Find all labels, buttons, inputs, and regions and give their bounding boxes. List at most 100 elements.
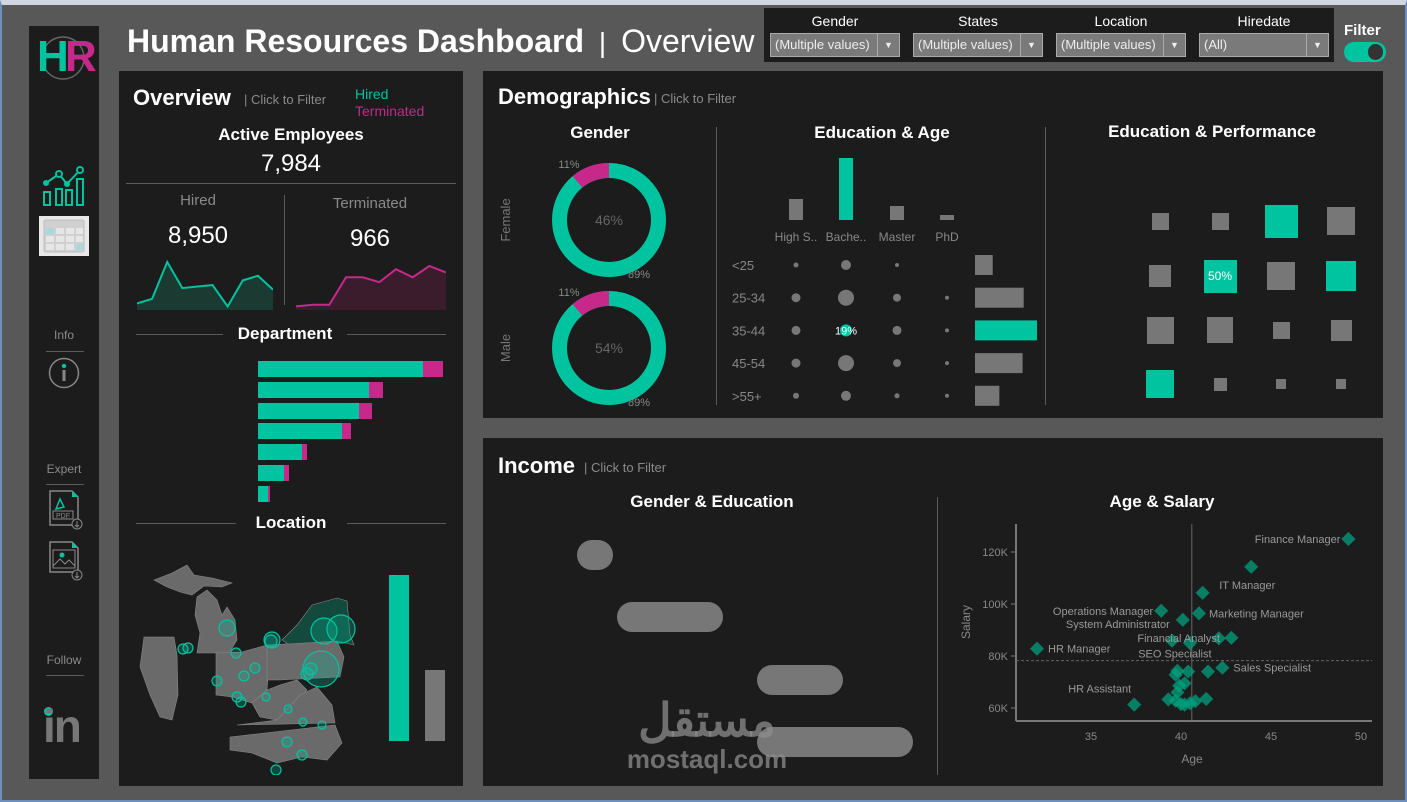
performance-square[interactable] [1272, 321, 1290, 339]
income-range-pill[interactable] [617, 602, 723, 633]
donut-terminated-segment[interactable] [572, 291, 610, 316]
gender-donut-male[interactable]: 54% 11% 89% Male [498, 287, 666, 409]
performance-square[interactable] [1151, 212, 1169, 230]
department-hired-bar[interactable] [258, 402, 360, 419]
performance-square[interactable] [1146, 370, 1174, 398]
education-age-bubble[interactable] [945, 328, 949, 333]
education-age-bubble[interactable] [893, 293, 901, 302]
performance-square[interactable] [1327, 207, 1355, 235]
department-terminated-bar[interactable] [284, 465, 290, 481]
overview-title[interactable]: Overview [133, 85, 231, 110]
legend-hired[interactable]: Hired [355, 86, 389, 102]
performance-square[interactable] [1326, 261, 1356, 291]
scatter-point[interactable] [1244, 559, 1259, 574]
scatter-point[interactable] [1191, 606, 1207, 621]
legend-terminated[interactable]: Terminated [355, 103, 425, 119]
chevron-down-icon[interactable]: ▼ [1163, 34, 1185, 56]
location-bubble[interactable] [317, 720, 327, 730]
location-bubble[interactable] [270, 764, 282, 775]
income-range-pill[interactable] [757, 664, 843, 695]
chevron-down-icon[interactable]: ▼ [1020, 34, 1042, 56]
chevron-down-icon[interactable]: ▼ [877, 34, 899, 56]
gender-donut-charts[interactable]: 46% 11% 89% Female 54% 11% 89% Male [492, 145, 672, 415]
scatter-point[interactable] [1127, 697, 1142, 712]
hiredate-filter-dropdown[interactable]: (All) ▼ [1199, 33, 1329, 57]
performance-square[interactable] [1146, 316, 1174, 344]
performance-square[interactable] [1207, 317, 1233, 343]
age-total-bar[interactable] [975, 287, 1024, 308]
location-bubble[interactable] [211, 675, 223, 687]
location-bubble[interactable] [300, 667, 314, 681]
gender-donut-female[interactable]: 46% 11% 89% Female [498, 159, 666, 281]
education-age-bubble[interactable] [838, 355, 854, 372]
department-hired-bar[interactable] [258, 361, 423, 377]
performance-square[interactable] [1276, 379, 1286, 389]
hired-trend-sparkline[interactable] [137, 258, 273, 310]
department-terminated-bar[interactable] [302, 444, 308, 461]
scatter-point[interactable] [1029, 641, 1045, 656]
location-bubble[interactable] [298, 717, 308, 727]
hr-logo[interactable]: H R [37, 33, 97, 83]
education-age-bubble[interactable] [841, 260, 851, 270]
scatter-point[interactable] [1200, 664, 1216, 679]
education-total-bar[interactable] [940, 215, 954, 220]
income-range-pill[interactable] [757, 726, 913, 757]
location-bubble[interactable] [281, 736, 293, 748]
education-age-chart[interactable]: High S.. Bache.. Master PhD <25 25-34 35-44 19%… [722, 145, 1042, 415]
location-filter-dropdown[interactable]: (Multiple values) ▼ [1056, 33, 1186, 57]
income-title[interactable]: Income [498, 453, 576, 478]
education-total-bar[interactable] [839, 158, 853, 220]
education-age-bubble[interactable] [793, 392, 799, 399]
location-bubble[interactable] [264, 634, 278, 648]
location-split-bar[interactable] [425, 669, 445, 741]
location-split-bar[interactable] [389, 575, 409, 741]
department-terminated-bar[interactable] [368, 381, 383, 398]
terminated-trend-sparkline[interactable] [296, 262, 446, 310]
education-age-bubble[interactable] [894, 393, 900, 399]
age-total-bar[interactable] [975, 385, 1000, 406]
education-age-bubble[interactable] [793, 262, 799, 268]
scatter-point[interactable] [1341, 531, 1356, 547]
location-bubble[interactable] [177, 643, 189, 655]
department-terminated-bar[interactable] [342, 423, 352, 440]
pdf-download-icon[interactable]: PDF [48, 489, 86, 536]
age-total-bar[interactable] [975, 255, 993, 275]
scatter-point[interactable] [1175, 612, 1190, 627]
performance-square[interactable] [1213, 377, 1227, 391]
education-age-bubble[interactable] [791, 325, 801, 335]
scatter-point[interactable] [1182, 635, 1198, 651]
location-bubble[interactable] [261, 692, 271, 702]
image-download-icon[interactable] [48, 540, 86, 587]
department-terminated-bar[interactable] [268, 485, 271, 502]
education-age-bubble[interactable] [945, 295, 949, 300]
department-hired-bar[interactable] [258, 381, 369, 398]
education-age-bubble[interactable] [838, 289, 854, 306]
performance-square[interactable] [1211, 212, 1229, 230]
education-total-bar[interactable] [890, 206, 904, 220]
education-age-bubble[interactable] [893, 359, 901, 368]
performance-square[interactable] [1267, 262, 1295, 290]
department-hired-bar[interactable] [258, 444, 303, 461]
education-age-bubble[interactable] [895, 263, 899, 267]
education-age-bubble[interactable] [945, 361, 949, 366]
location-bubble[interactable] [238, 670, 250, 682]
location-bubble[interactable] [230, 647, 242, 659]
education-age-bubble[interactable] [945, 393, 949, 398]
education-age-bubble[interactable] [840, 324, 852, 337]
location-bubble[interactable] [218, 619, 236, 637]
department-terminated-bar[interactable] [423, 361, 443, 377]
linkedin-icon[interactable]: in [43, 701, 88, 751]
age-total-bar[interactable] [975, 353, 1023, 374]
income-range-pill[interactable] [577, 540, 613, 570]
scatter-point[interactable] [1199, 691, 1214, 706]
donut-terminated-segment[interactable] [572, 163, 610, 188]
scatter-point[interactable] [1154, 603, 1169, 618]
demographics-title[interactable]: Demographics [498, 84, 651, 109]
location-bubble[interactable] [231, 691, 243, 703]
age-salary-scatter[interactable]: 60K 80K 100K 120K 35 40 45 50 Age Salary Finance M… [942, 510, 1382, 780]
scatter-point[interactable] [1224, 630, 1239, 645]
gender-filter-dropdown[interactable]: (Multiple values) ▼ [770, 33, 900, 57]
location-bubble[interactable] [249, 662, 261, 674]
calendar-icon[interactable] [39, 216, 89, 256]
scatter-point[interactable] [1215, 660, 1230, 675]
